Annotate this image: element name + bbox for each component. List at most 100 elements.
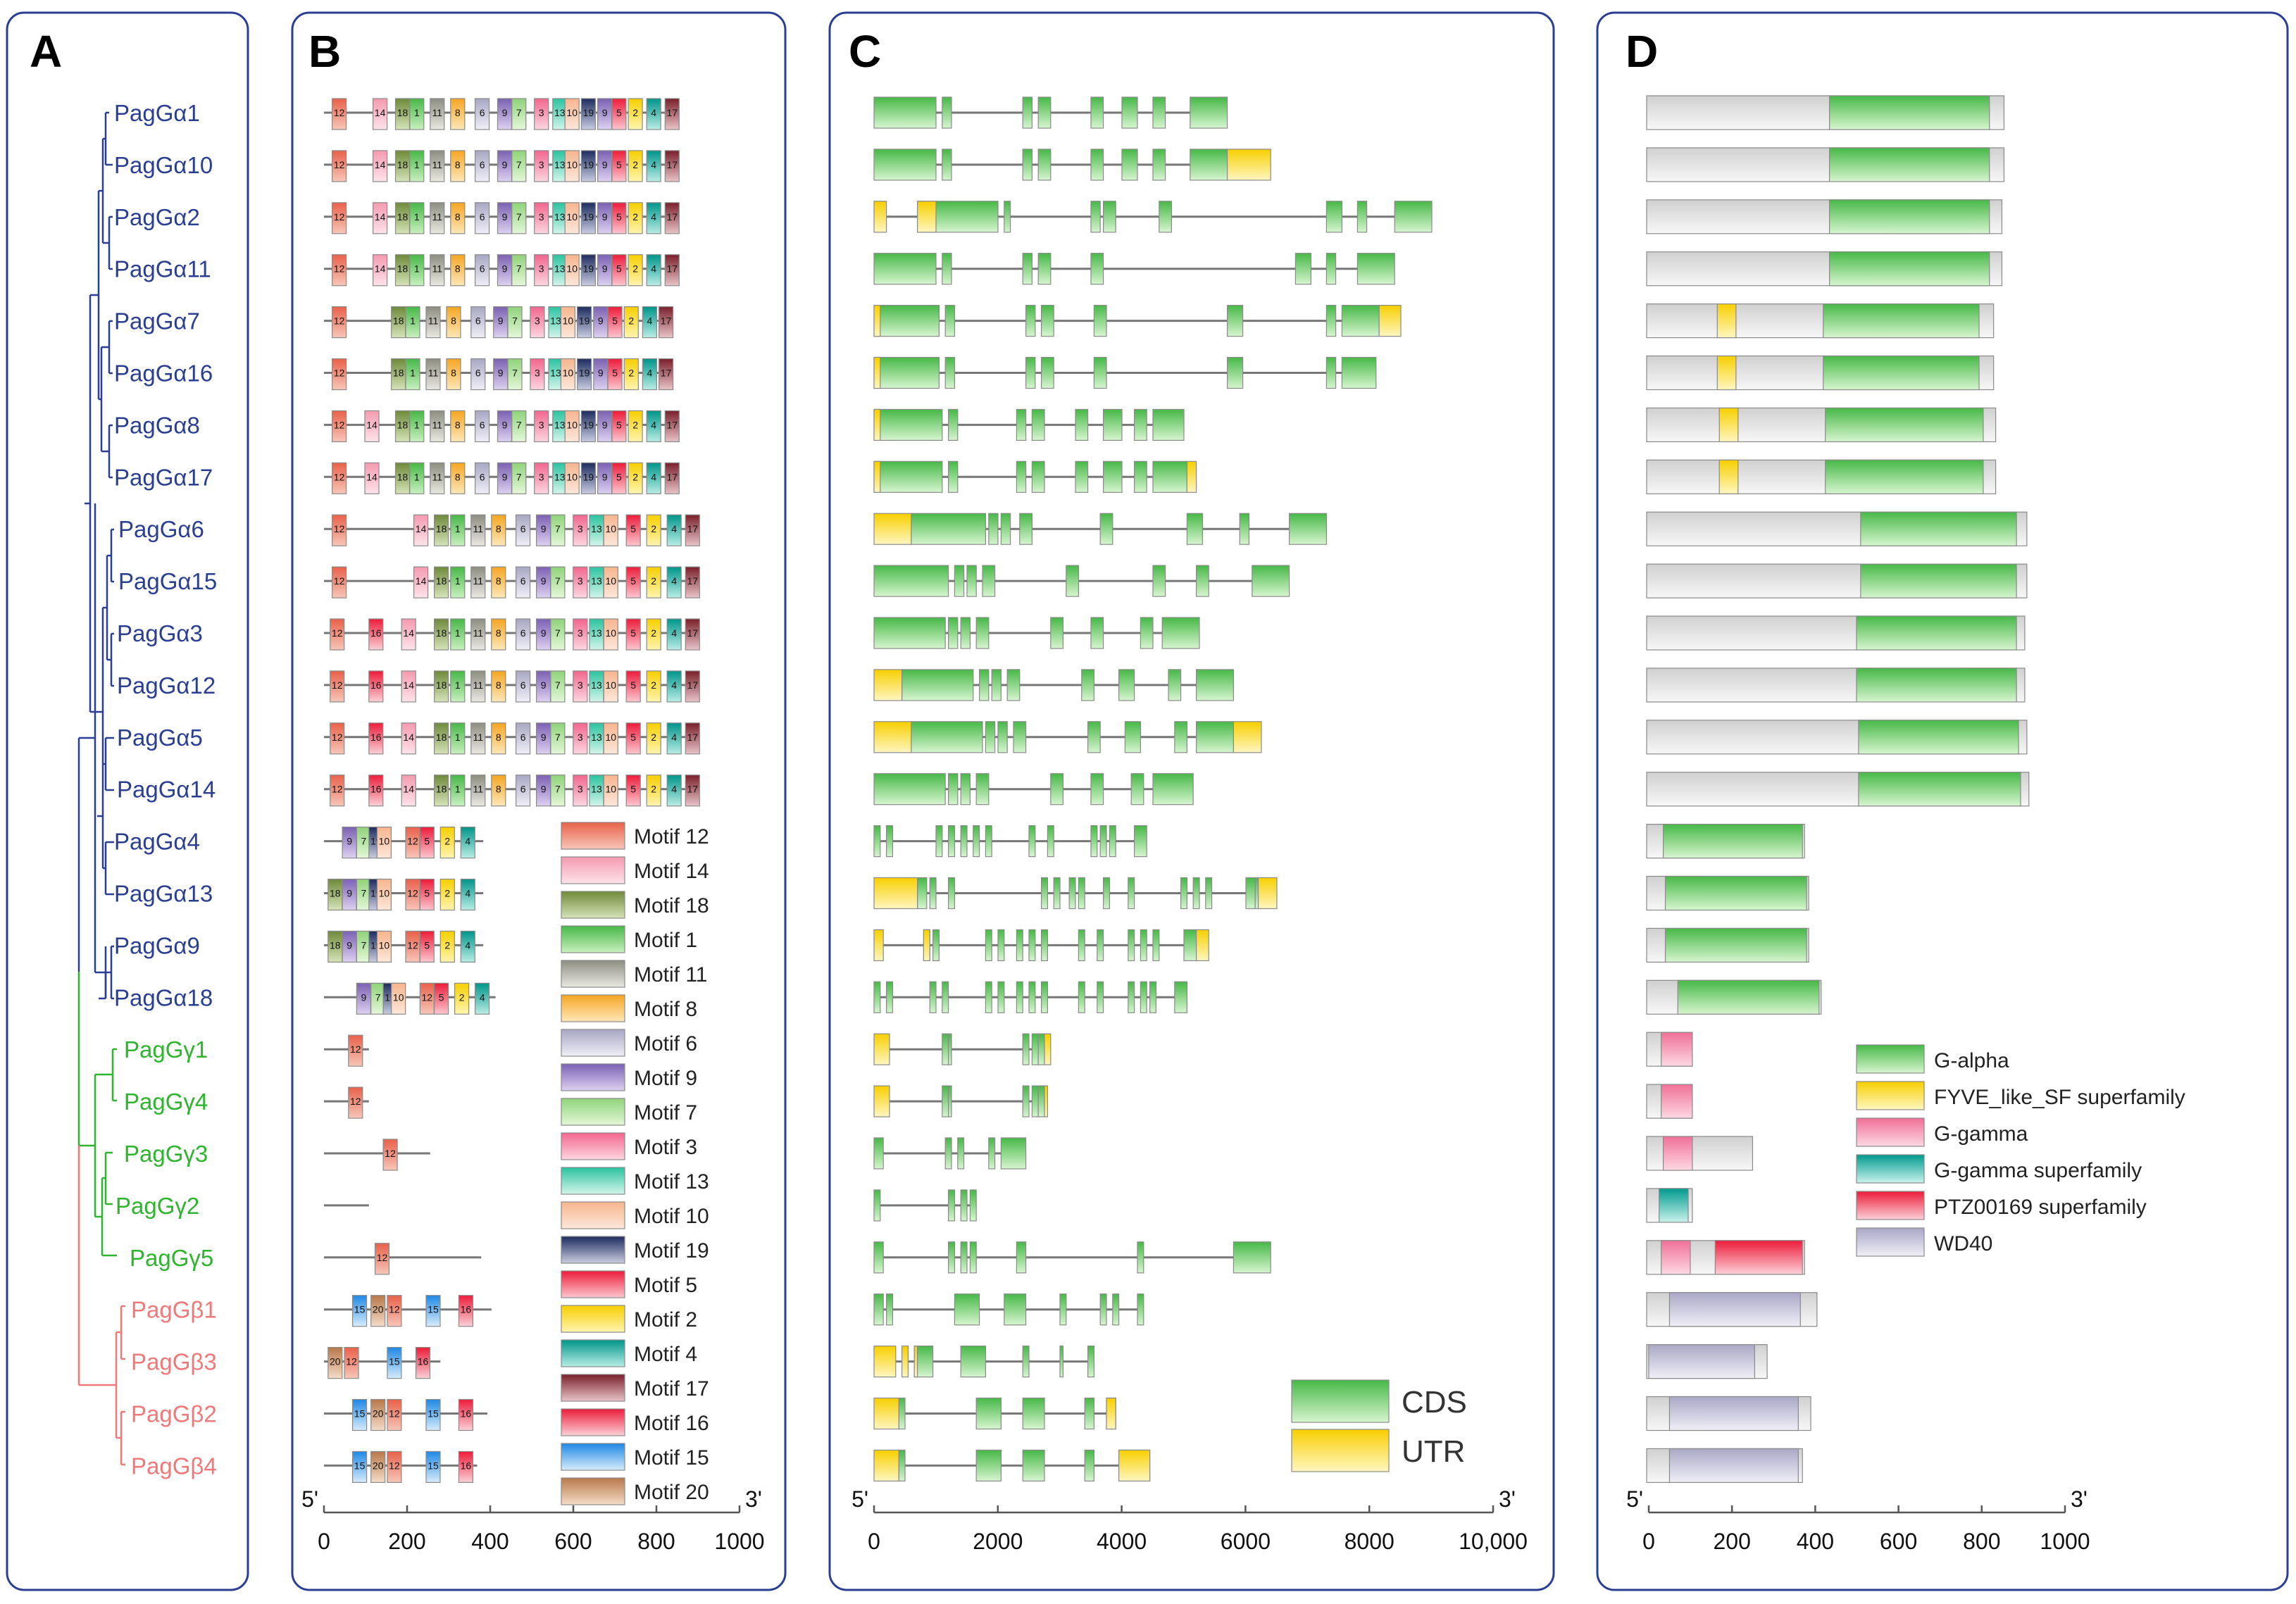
axis-tick-label: 400: [471, 1529, 509, 1554]
motif-block-label: 18: [397, 419, 408, 430]
utr-region: [873, 513, 912, 545]
cds-exon: [1233, 1241, 1271, 1274]
motif-block-label: 6: [480, 211, 485, 223]
motif-block-label: 11: [473, 679, 484, 691]
motif-legend-label: Motif 7: [634, 1101, 697, 1124]
motif-block-label: 14: [366, 419, 378, 430]
motif-block-label: 2: [632, 263, 638, 275]
domain-legend-label: FYVE_like_SF superfamily: [1934, 1086, 2185, 1109]
motif-block-label: 16: [370, 732, 382, 743]
protein-domain: [1860, 563, 2017, 599]
motif-block: [507, 306, 523, 339]
cds-exon: [1137, 1293, 1144, 1326]
motif-block: [664, 202, 680, 234]
gene-name: PagGα12: [117, 672, 216, 698]
protein-domain: [1661, 1084, 1693, 1119]
protein-domain: [1716, 355, 1737, 391]
motif-block-label: 20: [373, 1304, 384, 1315]
cds-exon: [988, 1137, 996, 1170]
motif-block-label: 13: [591, 679, 602, 691]
cds-exon: [969, 1241, 977, 1274]
motif-block-label: 9: [541, 732, 547, 743]
motif-block-label: 5: [616, 471, 622, 482]
motif-block: [580, 410, 597, 443]
motif-block-label: 3: [578, 732, 583, 743]
motif-block-label: 19: [583, 471, 594, 482]
motif-block: [666, 670, 682, 703]
motif-block-label: 1: [414, 107, 420, 118]
motif-block-label: 3: [535, 315, 540, 327]
motif-block: [425, 1398, 441, 1431]
axis-tick-label: 200: [388, 1529, 425, 1554]
motif-legend-label: Motif 18: [634, 894, 709, 917]
motif-block-label: 9: [541, 679, 547, 691]
motif-legend-label: Motif 5: [634, 1274, 697, 1297]
cds-exon: [960, 825, 968, 858]
motif-block: [623, 358, 639, 391]
motif-block: [330, 722, 345, 755]
cds-exon: [1168, 669, 1182, 701]
motif-block: [646, 98, 661, 130]
motif-block-label: 1: [455, 575, 461, 587]
motif-block-label: 13: [554, 211, 566, 223]
motif-block-label: 1: [455, 679, 461, 691]
motif-block: [332, 254, 347, 287]
motif-block: [625, 670, 641, 703]
motif-block-label: 15: [428, 1408, 439, 1420]
motif-block: [625, 618, 641, 651]
gene-name: PagGγ5: [130, 1245, 213, 1271]
utr-region: [1044, 1033, 1052, 1065]
motif-block-label: 14: [375, 211, 386, 223]
cds-exon: [1190, 149, 1228, 181]
motif-block-label: 4: [671, 679, 677, 691]
motif-block-label: 6: [520, 679, 526, 691]
cds-exon: [916, 877, 928, 910]
motif-block: [382, 1139, 398, 1171]
cds-exon: [942, 1033, 949, 1065]
motif-block-label: 17: [667, 419, 678, 430]
motif-block: [664, 150, 680, 182]
motif-block: [450, 462, 466, 494]
motif-block-label: 3: [578, 679, 583, 691]
motif-block: [511, 462, 527, 494]
protein-domain: [1661, 1032, 1693, 1067]
cds-exon: [1022, 253, 1032, 285]
motif-block: [387, 1451, 402, 1483]
cds-exon: [944, 1137, 952, 1170]
motif-block-label: 3: [535, 368, 540, 379]
cds-exon: [885, 981, 893, 1013]
cds-exon: [1341, 356, 1377, 389]
motif-block-label: 4: [651, 211, 656, 223]
cds-exon: [1037, 1033, 1045, 1065]
cds-exon: [1325, 305, 1337, 337]
axis-tick-label: 4000: [1097, 1529, 1147, 1554]
motif-block: [530, 306, 545, 339]
motif-block: [405, 306, 420, 339]
motif-block-label: 12: [334, 263, 345, 275]
motif-block-label: 9: [602, 107, 608, 118]
motif-block-label: 12: [334, 523, 345, 534]
motif-block: [623, 306, 639, 339]
motif-block-label: 1: [455, 627, 461, 639]
motif-block: [550, 566, 566, 599]
motif-block-label: 6: [475, 315, 481, 327]
motif-block-label: 4: [465, 939, 470, 951]
cds-exon: [942, 981, 949, 1013]
cds-exon: [1022, 1345, 1030, 1378]
motif-legend-label: Motif 11: [634, 963, 708, 986]
utr-region: [1233, 721, 1262, 753]
motif-block: [658, 306, 674, 339]
cds-exon: [1341, 305, 1380, 337]
cds-exon: [1006, 669, 1021, 701]
motif-block: [332, 306, 347, 339]
motif-block: [409, 150, 425, 182]
cds-exon: [1028, 929, 1036, 962]
cds-exon: [1128, 981, 1135, 1013]
cds-exon: [1159, 201, 1173, 233]
gene-name: PagGβ1: [131, 1297, 217, 1323]
motif-block-label: 12: [334, 211, 345, 223]
cds-exon: [1394, 201, 1433, 233]
protein-domain: [1648, 1343, 1755, 1379]
motif-block-label: 7: [555, 784, 561, 795]
cds-exon: [1016, 460, 1027, 493]
